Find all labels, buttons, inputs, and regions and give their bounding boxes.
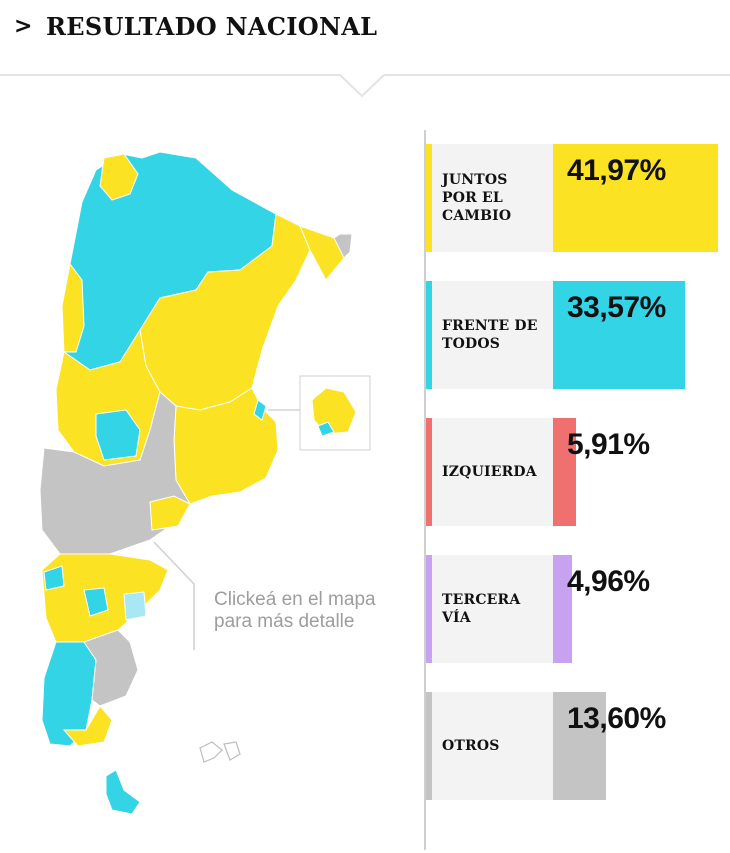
result-value: 5,91% — [567, 428, 650, 461]
map-region-tierradelfuego[interactable] — [105, 769, 141, 815]
result-bar — [553, 144, 718, 252]
header-notch — [339, 74, 385, 98]
map-region-cuyo-blue[interactable] — [95, 409, 141, 461]
result-label-box: IZQUIERDA — [432, 418, 553, 526]
caba-inset-frame[interactable] — [299, 375, 371, 451]
result-label: OTROS — [442, 738, 500, 754]
map-hint: Clickeá en el mapa para más detalle — [214, 589, 376, 633]
result-accent — [426, 692, 432, 800]
result-accent — [426, 418, 432, 526]
result-label-box: FRENTE DE TODOS — [432, 281, 553, 389]
result-label: TERCERA VÍA — [442, 592, 521, 626]
results-divider — [424, 130, 426, 850]
map-region-pampa-yellow[interactable] — [149, 495, 191, 531]
header-rule-right — [384, 74, 730, 76]
header: > RESULTADO NACIONAL — [0, 0, 730, 60]
map-region-chubut-blue-b[interactable] — [43, 565, 65, 591]
result-label: JUNTOS POR EL CAMBIO — [442, 172, 512, 224]
map-region-malvinas — [199, 741, 241, 763]
chevron-right-icon: > — [14, 14, 33, 39]
result-row-izquierda[interactable]: IZQUIERDA 5,91% — [426, 418, 730, 526]
result-row-juntos[interactable]: JUNTOS POR EL CAMBIO 41,97% — [426, 144, 730, 252]
result-bar — [553, 281, 685, 389]
map-region-chubut-lightblue[interactable] — [123, 591, 147, 621]
result-label-box: TERCERA VÍA — [432, 555, 553, 663]
argentina-map[interactable]: Clickeá en el mapa para más detalle — [0, 130, 410, 850]
result-label-box: JUNTOS POR EL CAMBIO — [432, 144, 553, 252]
result-value: 4,96% — [567, 565, 650, 598]
results-chart: JUNTOS POR EL CAMBIO 41,97% FRENTE DE TO… — [426, 144, 730, 804]
caba-inset-map[interactable] — [311, 387, 357, 435]
argentina-map-svg[interactable] — [0, 130, 410, 850]
result-label: IZQUIERDA — [442, 464, 537, 480]
result-row-tercera[interactable]: TERCERA VÍA 4,96% — [426, 555, 730, 663]
map-region-ba-blue[interactable] — [253, 399, 267, 421]
result-accent — [426, 555, 432, 663]
result-value: 41,97% — [567, 154, 666, 187]
result-value: 33,57% — [567, 291, 666, 324]
map-region-chubut-blue-a[interactable] — [83, 587, 109, 617]
page-title: RESULTADO NACIONAL — [46, 12, 378, 41]
result-bar — [553, 692, 606, 800]
result-accent — [426, 281, 432, 389]
map-region-santacruz-yellow[interactable] — [62, 705, 113, 747]
result-accent — [426, 144, 432, 252]
result-bar — [553, 418, 576, 526]
result-label-box: OTROS — [432, 692, 553, 800]
map-region-misiones-grey[interactable] — [333, 233, 353, 259]
map-region-salta-yellow[interactable] — [99, 153, 139, 201]
result-row-frente[interactable]: FRENTE DE TODOS 33,57% — [426, 281, 730, 389]
map-region-santacruz-grey[interactable] — [83, 629, 139, 707]
result-value: 13,60% — [567, 702, 666, 735]
result-row-otros[interactable]: OTROS 13,60% — [426, 692, 730, 800]
map-hint-line-2: para más detalle — [214, 611, 355, 632]
result-bar — [553, 555, 572, 663]
map-hint-line-1: Clickeá en el mapa — [214, 589, 376, 610]
caba-inset-blue[interactable] — [317, 421, 335, 437]
header-rule-left — [0, 74, 340, 76]
hint-callout-line — [153, 541, 195, 650]
result-label: FRENTE DE TODOS — [442, 318, 538, 352]
